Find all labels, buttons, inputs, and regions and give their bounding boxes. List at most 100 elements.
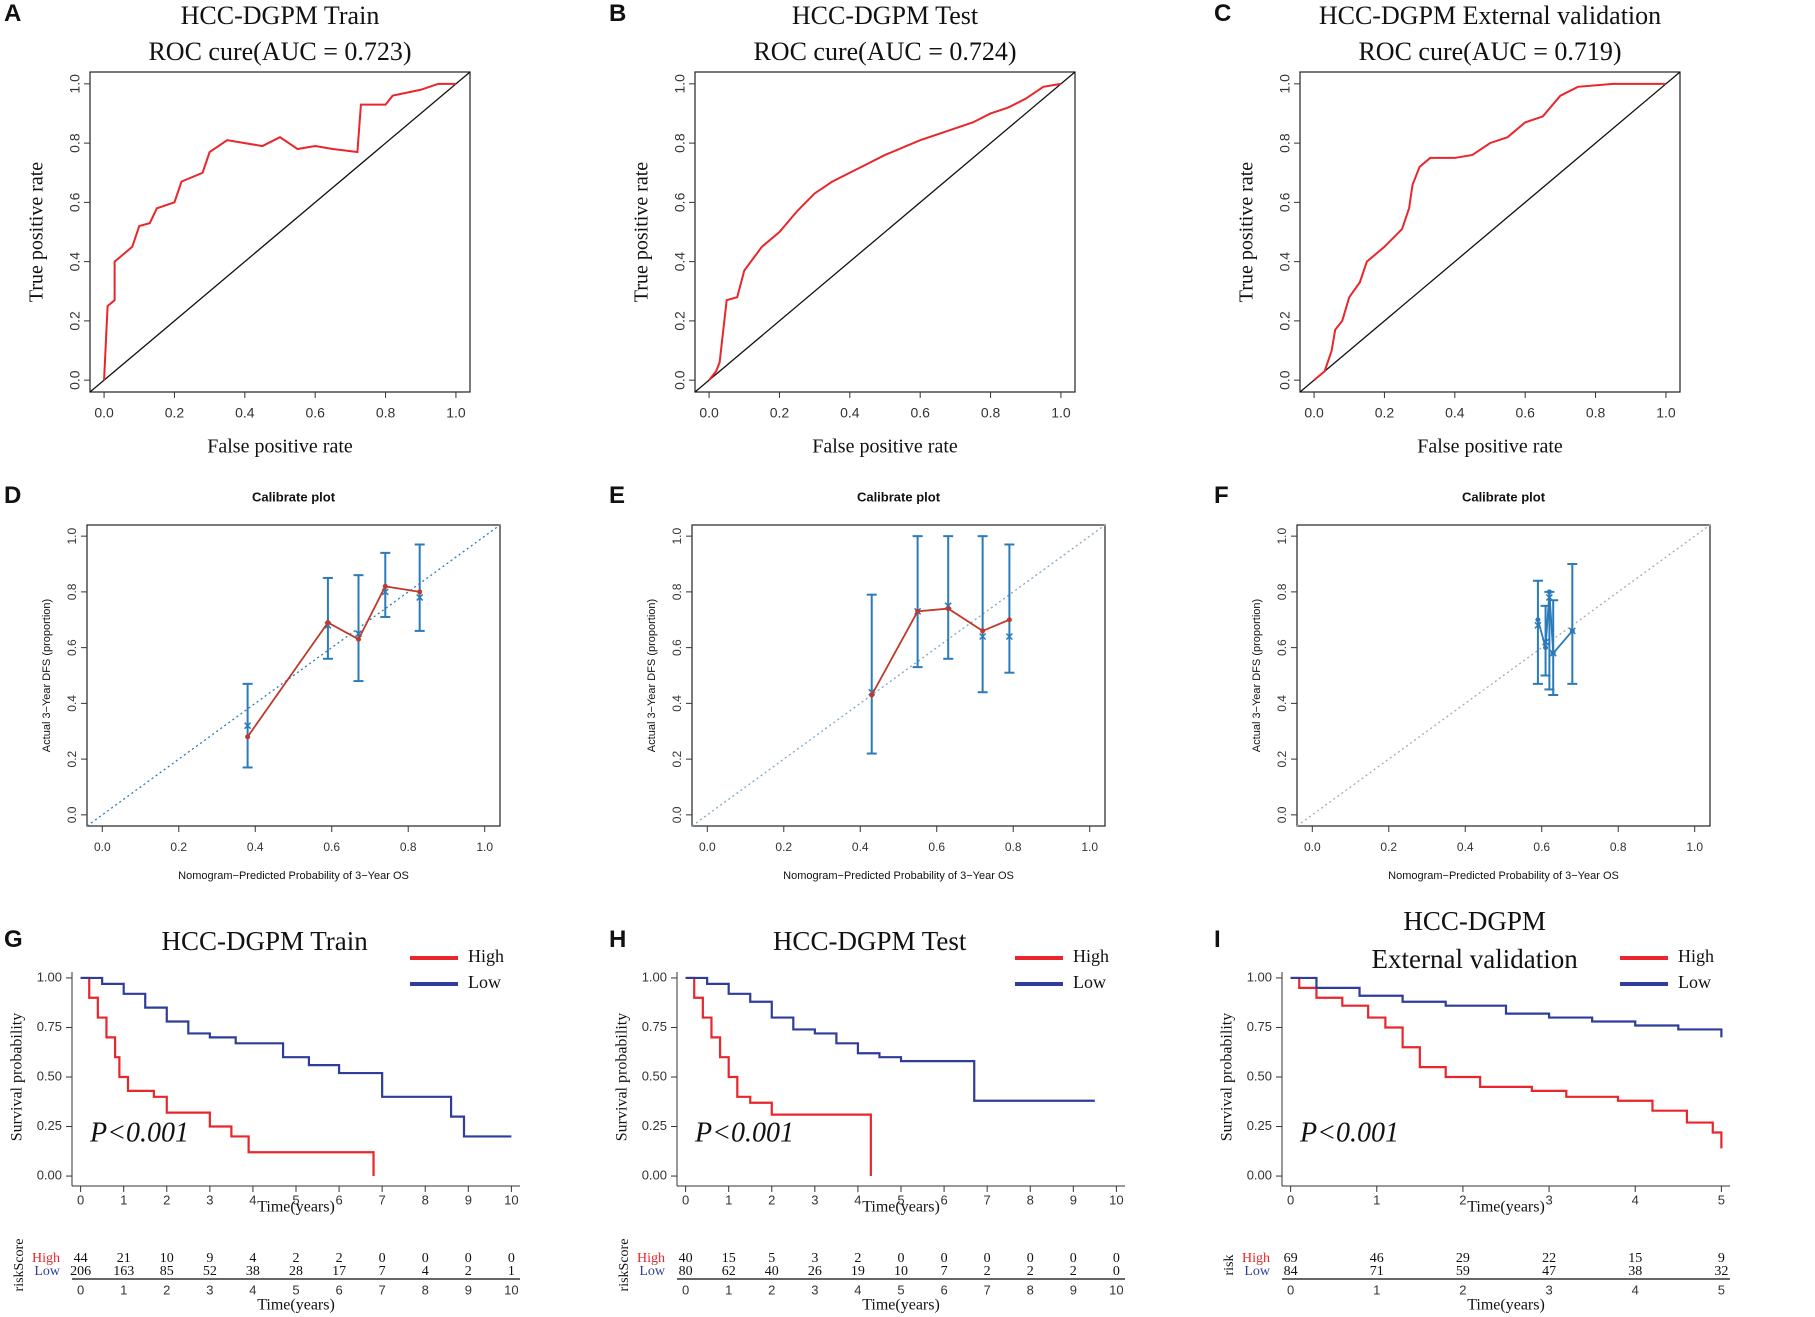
risk-x-tick-label: 3 — [811, 1282, 818, 1297]
chart-title: Calibrate plot — [252, 489, 336, 504]
risk-x-tick-label: 3 — [1545, 1282, 1552, 1297]
legend-label: High — [1073, 946, 1109, 966]
risk-count: 0 — [984, 1251, 991, 1266]
risk-count: 1 — [508, 1264, 515, 1279]
observed-point — [1535, 617, 1541, 623]
x-tick-label: 0.6 — [928, 840, 945, 854]
risk-x-tick-label: 4 — [249, 1282, 256, 1297]
corrected-marker — [979, 632, 987, 641]
observed-point — [356, 636, 362, 642]
x-tick-label: 0.0 — [699, 840, 716, 854]
y-tick-label: 0.6 — [1277, 192, 1293, 212]
x-axis-label: False positive rate — [812, 436, 958, 458]
risk-count: 46 — [1370, 1251, 1384, 1266]
legend-label: Low — [468, 972, 501, 992]
risk-table-label: risk — [1222, 1255, 1237, 1276]
x-tick-label: 2 — [1459, 1192, 1466, 1207]
risk-x-tick-label: 1 — [1373, 1282, 1380, 1297]
y-tick-label: 0.2 — [67, 311, 83, 331]
legend-label: Low — [1073, 972, 1106, 992]
y-axis-label: Actual 3−Year DFS (proportion) — [41, 599, 53, 752]
y-axis-label: Survival probability — [1219, 1013, 1236, 1141]
p-value: P<0.001 — [89, 1117, 189, 1148]
x-tick-label: 0.0 — [1304, 840, 1321, 854]
x-axis-label: Time(years) — [1467, 1199, 1545, 1216]
y-axis-label: True positive rate — [1236, 162, 1258, 302]
x-tick-label: 4 — [1632, 1192, 1639, 1207]
x-tick-label: 6 — [335, 1192, 342, 1207]
y-tick-label: 0.0 — [65, 806, 79, 823]
risk-count: 29 — [1456, 1251, 1470, 1266]
y-tick-label: 0.4 — [670, 695, 684, 712]
y-tick-label: 1.00 — [37, 969, 62, 984]
chart-subtitle: ROC cure(AUC = 0.723) — [148, 37, 411, 66]
x-tick-label: 7 — [379, 1192, 386, 1207]
y-tick-label: 0.0 — [67, 370, 83, 390]
risk-row-label: High — [1242, 1251, 1270, 1266]
risk-count: 59 — [1456, 1264, 1470, 1279]
y-tick-label: 0.0 — [672, 370, 688, 390]
x-axis-label: False positive rate — [1417, 436, 1563, 458]
x-axis-label: Nomogram−Predicted Probability of 3−Year… — [1388, 870, 1619, 882]
survival-curve — [80, 976, 375, 1177]
y-axis-label: True positive rate — [631, 162, 653, 302]
p-value: P<0.001 — [1299, 1117, 1399, 1148]
y-tick-label: 0.00 — [1247, 1167, 1272, 1182]
x-tick-label: 1.0 — [1081, 840, 1098, 854]
risk-x-tick-label: 5 — [897, 1282, 904, 1297]
risk-x-tick-label: 8 — [422, 1282, 429, 1297]
observed-point — [1543, 645, 1549, 651]
survival-curve — [1290, 976, 1723, 1149]
survival-curve — [80, 976, 512, 1138]
y-tick-label: 0.6 — [67, 192, 83, 212]
risk-count: 206 — [70, 1264, 91, 1279]
observed-point — [1006, 617, 1012, 623]
risk-x-tick-label: 5 — [292, 1282, 299, 1297]
chart-title: HCC-DGPM External validation — [1319, 1, 1661, 30]
reference-line — [694, 71, 1076, 393]
reference-line — [89, 71, 471, 393]
risk-count: 0 — [1113, 1251, 1120, 1266]
x-tick-label: 0.4 — [1457, 840, 1474, 854]
risk-count: 0 — [379, 1251, 386, 1266]
risk-count: 40 — [765, 1264, 779, 1279]
x-tick-label: 3 — [206, 1192, 213, 1207]
risk-count: 7 — [941, 1264, 948, 1279]
risk-count: 0 — [1070, 1251, 1077, 1266]
risk-count: 15 — [722, 1251, 736, 1266]
y-tick-label: 0.8 — [672, 133, 688, 153]
risk-x-axis-label: Time(years) — [257, 1297, 335, 1314]
risk-count: 80 — [679, 1264, 693, 1279]
risk-count: 26 — [808, 1264, 822, 1279]
y-tick-label: 0.4 — [1277, 252, 1293, 272]
risk-row-label: Low — [1244, 1264, 1271, 1279]
panel-letter: I — [1214, 926, 1221, 953]
chart-title: Calibrate plot — [857, 489, 941, 504]
y-axis-label: True positive rate — [26, 162, 48, 302]
risk-count: 5 — [768, 1251, 775, 1266]
observed-point — [417, 589, 423, 595]
x-tick-label: 0.4 — [1445, 405, 1465, 421]
x-tick-label: 1.0 — [446, 405, 466, 421]
x-tick-label: 0.6 — [305, 405, 325, 421]
risk-count: 0 — [508, 1251, 515, 1266]
risk-count: 9 — [206, 1251, 213, 1266]
y-axis-label: Survival probability — [9, 1013, 26, 1141]
corrected-marker — [1005, 632, 1013, 641]
x-tick-label: 0.0 — [699, 405, 719, 421]
y-tick-label: 0.2 — [65, 750, 79, 767]
x-tick-label: 0.8 — [400, 840, 417, 854]
risk-row-label: Low — [639, 1264, 666, 1279]
risk-count: 0 — [1113, 1264, 1120, 1279]
risk-x-tick-label: 3 — [206, 1282, 213, 1297]
x-tick-label: 7 — [984, 1192, 991, 1207]
risk-row-label: Low — [34, 1264, 61, 1279]
x-axis-label: Nomogram−Predicted Probability of 3−Year… — [178, 870, 409, 882]
survival-curve — [685, 976, 1095, 1102]
risk-count: 84 — [1284, 1264, 1298, 1279]
risk-x-tick-label: 0 — [77, 1282, 84, 1297]
x-tick-label: 0.2 — [775, 840, 792, 854]
risk-count: 28 — [289, 1264, 303, 1279]
